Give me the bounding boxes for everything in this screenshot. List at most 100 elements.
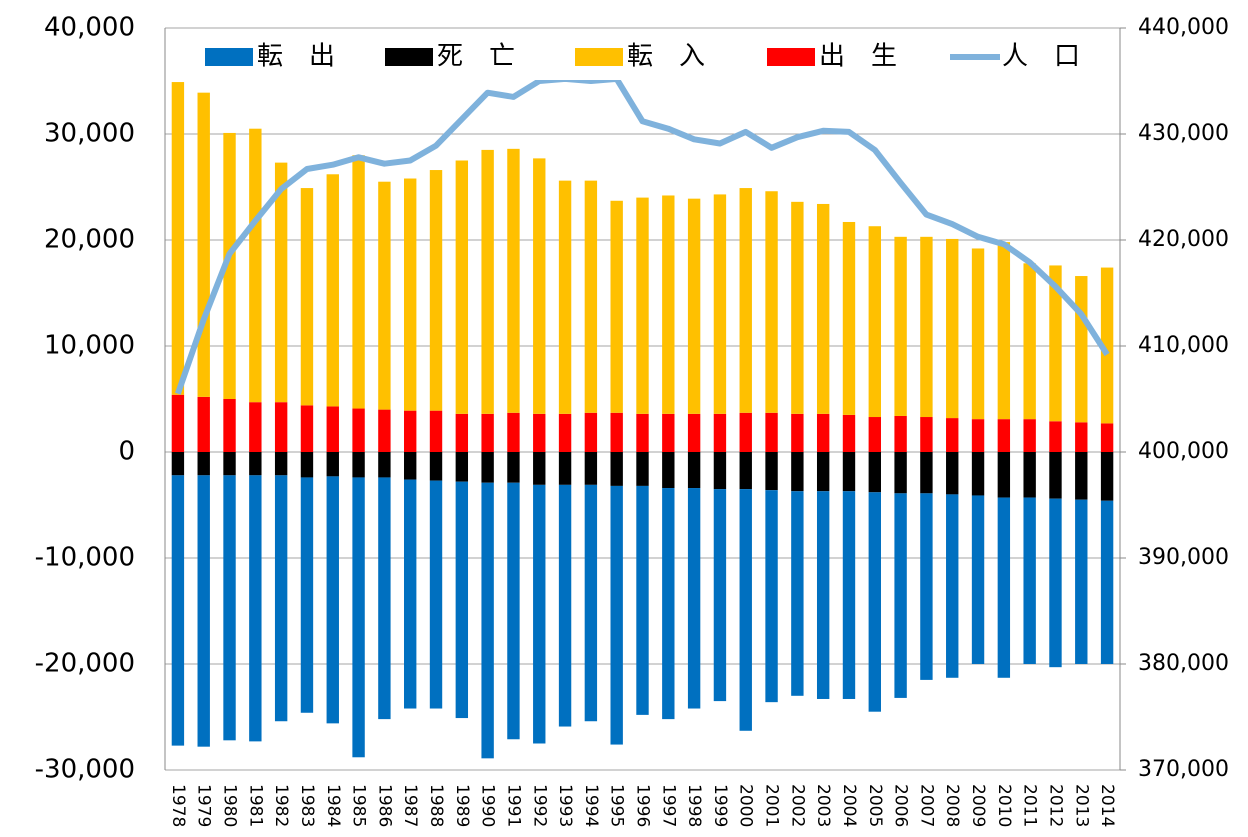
bar-segment	[507, 148, 520, 413]
bar-segment	[868, 417, 881, 452]
bar-segment	[1100, 267, 1114, 424]
bar-segment	[842, 452, 856, 492]
bar-segment	[610, 485, 623, 745]
x-tick-label: 2007	[916, 784, 936, 827]
bar-segment	[791, 413, 804, 452]
bar-segment	[816, 452, 830, 492]
bar-segment	[894, 236, 907, 416]
x-tick-label: 2003	[813, 784, 833, 827]
bar-segment	[378, 181, 391, 410]
bar-segment	[378, 452, 391, 478]
bar-segment	[868, 226, 881, 418]
bar-segment	[171, 452, 185, 476]
bar-segment	[249, 402, 262, 452]
bar-segment	[481, 413, 494, 452]
bar-segment	[713, 452, 727, 490]
bar-segment	[455, 160, 469, 414]
x-tick-label: 1991	[503, 784, 523, 827]
bar-segment	[713, 489, 727, 702]
bar-segment	[713, 194, 727, 414]
x-tick-label: 1992	[529, 784, 549, 827]
bar-segment	[971, 452, 985, 496]
bar-segment	[274, 475, 288, 722]
y-tick-label: -20,000	[35, 649, 135, 679]
bar-segment	[894, 415, 907, 452]
legend-swatch	[205, 48, 253, 66]
y2-tick-label: 420,000	[1138, 227, 1229, 252]
bar-segment	[455, 481, 469, 719]
x-tick-label: 1999	[710, 784, 730, 827]
x-tick-label: 1985	[349, 784, 369, 827]
bar-segment	[687, 488, 701, 709]
bar-segment	[507, 412, 520, 452]
bar-segment	[739, 412, 752, 452]
legend-swatch	[385, 48, 433, 66]
x-tick-label: 1995	[607, 784, 627, 827]
bar-segment	[404, 178, 417, 411]
bar-segment	[739, 452, 752, 490]
bar-segment	[300, 405, 314, 452]
legend-label: 転 出	[257, 42, 335, 72]
bar-segment	[481, 482, 494, 759]
bar-segment	[868, 452, 881, 493]
x-tick-label: 1983	[297, 784, 317, 827]
bar-segment	[842, 414, 856, 452]
bar-segment	[997, 419, 1011, 452]
bar-segment	[791, 201, 804, 414]
x-tick-label: 2006	[891, 784, 911, 827]
bar-segment	[765, 412, 778, 452]
bar-segment	[249, 475, 262, 742]
bar-segment	[197, 396, 210, 452]
bar-segment	[894, 452, 907, 494]
bar-segment	[997, 242, 1011, 420]
legend-label: 出 生	[819, 42, 897, 72]
y2-tick-label: 400,000	[1138, 439, 1229, 464]
bar-segment	[429, 170, 443, 411]
bar-segment	[558, 484, 572, 727]
x-tick-label: 1994	[581, 784, 601, 827]
bar-segment	[1049, 452, 1062, 499]
bar-segment	[274, 452, 288, 476]
bar-segment	[223, 399, 236, 452]
bar-segment	[662, 452, 675, 489]
bar-segment	[352, 155, 365, 409]
legend-label: 人 口	[1002, 42, 1080, 72]
bar-segment	[1023, 452, 1036, 498]
bar-segment	[533, 484, 546, 744]
bar-segment	[946, 494, 959, 678]
x-tick-label: 1988	[426, 784, 446, 827]
x-tick-label: 1998	[684, 784, 704, 827]
legend-swatch	[575, 48, 623, 66]
bar-segment	[946, 418, 959, 452]
bar-segment	[610, 200, 623, 413]
bar-segment	[352, 408, 365, 452]
bar-segment	[997, 497, 1011, 678]
bar-segment	[584, 484, 598, 722]
population-line	[175, 75, 1110, 395]
y-tick-label: 40,000	[44, 13, 135, 43]
bar-segment	[274, 402, 288, 452]
y2-tick-label: 380,000	[1138, 651, 1229, 676]
x-tick-label: 2014	[1097, 784, 1117, 827]
bar-segment	[171, 394, 185, 452]
y-tick-label: 30,000	[44, 119, 135, 149]
bar-segment	[171, 475, 185, 746]
bar-segment	[791, 452, 804, 492]
bar-segment	[920, 236, 933, 418]
bar-segment	[842, 221, 856, 415]
bar-segment	[584, 180, 598, 413]
x-tick-label: 2009	[968, 784, 988, 827]
bar-segment	[1049, 265, 1062, 422]
x-tick-label: 1989	[452, 784, 472, 827]
x-tick-label: 1978	[168, 784, 188, 827]
bar-segment	[1075, 276, 1088, 423]
y-tick-label: 0	[118, 437, 135, 467]
bar-segment	[765, 490, 778, 703]
bar-segment	[1075, 452, 1088, 500]
bar-segment	[610, 412, 623, 452]
bar-segment	[816, 491, 830, 699]
bar-segment	[816, 413, 830, 452]
x-tick-label: 2001	[762, 784, 782, 827]
bar-segment	[171, 82, 185, 395]
